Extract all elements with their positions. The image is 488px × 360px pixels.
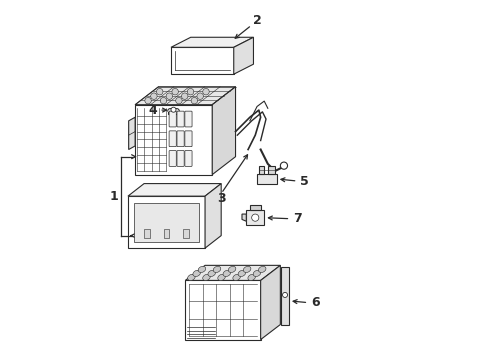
FancyBboxPatch shape: [184, 111, 192, 127]
Ellipse shape: [213, 266, 220, 273]
Circle shape: [187, 89, 193, 95]
Polygon shape: [183, 229, 188, 238]
Circle shape: [191, 98, 197, 104]
Polygon shape: [168, 111, 179, 114]
Circle shape: [160, 98, 166, 104]
Circle shape: [280, 162, 287, 169]
Circle shape: [156, 89, 163, 95]
Circle shape: [282, 292, 287, 297]
Circle shape: [172, 89, 178, 95]
Polygon shape: [135, 105, 212, 175]
Ellipse shape: [187, 274, 195, 280]
Ellipse shape: [203, 274, 210, 280]
Text: 7: 7: [293, 212, 301, 225]
Ellipse shape: [207, 270, 215, 276]
Ellipse shape: [228, 266, 235, 273]
Polygon shape: [128, 184, 221, 196]
Circle shape: [251, 214, 258, 221]
FancyBboxPatch shape: [177, 131, 184, 147]
Polygon shape: [242, 214, 246, 221]
Text: 2: 2: [252, 14, 261, 27]
Polygon shape: [281, 267, 288, 324]
Text: 3: 3: [217, 192, 225, 205]
Polygon shape: [249, 205, 260, 211]
Text: 5: 5: [300, 175, 308, 188]
FancyBboxPatch shape: [169, 131, 176, 147]
Polygon shape: [144, 229, 150, 238]
FancyBboxPatch shape: [169, 150, 176, 166]
FancyBboxPatch shape: [177, 150, 184, 166]
Polygon shape: [135, 87, 235, 105]
Ellipse shape: [258, 266, 265, 273]
Polygon shape: [185, 265, 280, 280]
Text: 1: 1: [109, 190, 118, 203]
FancyBboxPatch shape: [184, 150, 192, 166]
Circle shape: [171, 107, 176, 112]
Ellipse shape: [247, 274, 255, 280]
Ellipse shape: [192, 270, 200, 276]
Text: 6: 6: [310, 296, 319, 309]
Polygon shape: [246, 211, 264, 225]
Ellipse shape: [232, 274, 240, 280]
Circle shape: [203, 89, 209, 95]
Polygon shape: [212, 87, 235, 175]
Circle shape: [197, 93, 203, 99]
Ellipse shape: [223, 270, 230, 276]
Polygon shape: [171, 37, 253, 47]
Circle shape: [181, 93, 187, 99]
Ellipse shape: [243, 266, 250, 273]
Polygon shape: [174, 109, 179, 111]
Polygon shape: [257, 174, 276, 184]
Polygon shape: [163, 229, 169, 238]
Polygon shape: [260, 265, 280, 339]
Text: 4: 4: [148, 104, 156, 117]
Polygon shape: [134, 203, 198, 242]
Circle shape: [150, 93, 157, 99]
Circle shape: [144, 98, 151, 104]
Polygon shape: [233, 37, 253, 74]
Ellipse shape: [253, 270, 260, 276]
Circle shape: [166, 93, 172, 99]
FancyBboxPatch shape: [184, 131, 192, 147]
Ellipse shape: [198, 266, 205, 273]
Polygon shape: [204, 184, 221, 248]
Polygon shape: [267, 166, 274, 174]
Ellipse shape: [217, 274, 225, 280]
FancyBboxPatch shape: [169, 111, 176, 127]
FancyBboxPatch shape: [177, 111, 184, 127]
Polygon shape: [128, 117, 135, 149]
Polygon shape: [128, 196, 204, 248]
Ellipse shape: [238, 270, 245, 276]
Polygon shape: [171, 47, 233, 74]
Polygon shape: [167, 109, 172, 111]
Polygon shape: [185, 280, 260, 339]
Circle shape: [175, 98, 182, 104]
Polygon shape: [258, 166, 264, 174]
